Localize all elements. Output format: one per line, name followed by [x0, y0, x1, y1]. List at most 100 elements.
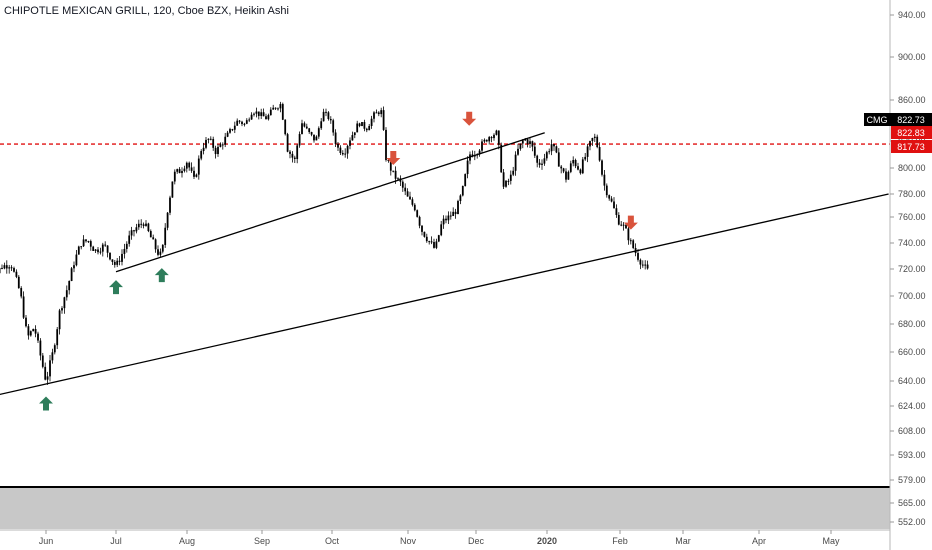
candle-body [361, 122, 363, 127]
candle-body [452, 211, 455, 217]
candle-body [488, 137, 491, 142]
candle-body [620, 224, 623, 226]
candle-body [207, 138, 210, 140]
candle-body [603, 174, 606, 186]
time-axis[interactable]: Jun Jul Aug Sep Oct Nov Dec 2020 Feb Mar Apr May [39, 530, 840, 546]
candle-body [581, 159, 584, 174]
candle-body [445, 218, 447, 221]
candle-body [375, 112, 378, 114]
candle-body [22, 296, 25, 318]
candle-body [49, 360, 51, 377]
x-tick-label: Feb [612, 536, 628, 546]
candle-body [337, 143, 339, 148]
candle-body [85, 239, 87, 242]
candle-body [634, 247, 637, 254]
candle-body [181, 171, 183, 174]
down-arrow-icon [386, 151, 401, 165]
candle-body [425, 236, 428, 242]
candle-body [128, 235, 131, 244]
y-tick-label: 860.00 [898, 95, 926, 105]
candle-body [418, 216, 421, 226]
candle-body [164, 227, 167, 245]
y-tick-label: 640.00 [898, 376, 926, 386]
candle-body [572, 160, 575, 164]
candle-body [99, 251, 102, 253]
candle-body [315, 136, 318, 141]
candle-body [161, 244, 164, 252]
up-arrow-icon [39, 396, 53, 411]
candle-body [490, 137, 493, 139]
candle-body [97, 249, 99, 253]
candle-body [512, 170, 515, 175]
candle-body [34, 329, 37, 334]
candle-body [293, 157, 296, 160]
candle-body [75, 254, 78, 266]
high-price-text: 822.83 [897, 128, 925, 138]
candle-body [123, 248, 126, 254]
candle-body [373, 112, 375, 119]
candle-body [284, 119, 287, 135]
candle-body [25, 317, 27, 327]
candle-body [169, 197, 171, 213]
candle-body [334, 132, 337, 144]
candle-body [454, 211, 457, 215]
candle-body [627, 228, 630, 241]
candle-body [423, 231, 426, 237]
candle-body [15, 271, 18, 277]
y-tick-label: 660.00 [898, 347, 926, 357]
candle-body [317, 128, 320, 137]
candle-body [214, 147, 217, 155]
candle-body [565, 171, 567, 180]
candle-body [130, 230, 133, 236]
candle-body [248, 119, 251, 121]
candle-body [219, 144, 222, 147]
candle-body [5, 265, 8, 269]
trendline[interactable] [0, 193, 889, 397]
candle-body [113, 261, 116, 265]
candle-body [416, 210, 419, 217]
candle-body [188, 162, 191, 168]
symbol-badge-text: CMG [867, 115, 888, 125]
candle-body [310, 132, 313, 135]
candle-body [519, 143, 522, 149]
candle-body [584, 156, 587, 160]
candle-body [171, 181, 174, 198]
candle-body [125, 243, 128, 249]
y-tick-label: 680.00 [898, 319, 926, 329]
candle-body [625, 224, 627, 229]
y-tick-label: 593.00 [898, 450, 926, 460]
candle-body [397, 178, 399, 180]
resistance-price-badge: 817.73 [891, 140, 932, 153]
candle-body [133, 230, 135, 232]
candle-body [533, 146, 536, 156]
candle-body [87, 241, 90, 243]
candle-body [17, 276, 20, 289]
candle-body [243, 123, 246, 125]
candle-body [550, 144, 553, 152]
x-tick-label: Jul [110, 536, 122, 546]
candle-body [82, 239, 85, 247]
candle-body [80, 246, 83, 248]
candle-body [13, 268, 15, 272]
candle-body [538, 162, 541, 165]
candle-body [589, 141, 591, 147]
candle-body [274, 107, 277, 109]
candle-body [245, 120, 248, 124]
candle-body [327, 112, 330, 120]
candle-body [253, 113, 255, 115]
candle-body [389, 160, 392, 171]
price-axis[interactable]: 940.00900.00860.00820.00800.00780.00760.… [890, 10, 926, 527]
candle-body [382, 110, 385, 130]
candle-body [469, 154, 471, 161]
chart-background [0, 0, 890, 530]
candle-body [51, 352, 54, 361]
candle-body [231, 129, 234, 131]
candle-body [341, 152, 344, 155]
y-tick-label: 780.00 [898, 189, 926, 199]
x-tick-label: May [822, 536, 840, 546]
candle-body [178, 169, 181, 174]
candle-body [226, 132, 229, 137]
candle-body [553, 144, 555, 147]
candle-body [176, 169, 179, 172]
